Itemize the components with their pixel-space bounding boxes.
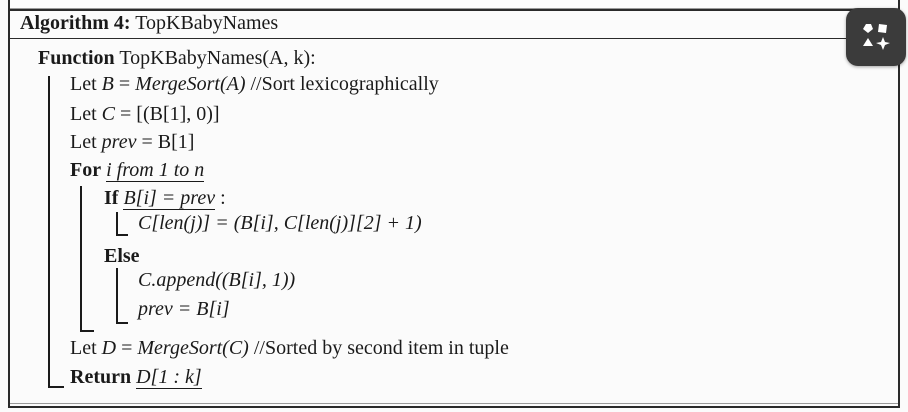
return-keyword: Return xyxy=(70,366,132,388)
function-keyword: Function xyxy=(38,47,115,69)
else-block-foot xyxy=(116,322,128,324)
let-d-line: Let D = MergeSort(C) //Sorted by second … xyxy=(70,336,509,360)
algorithm-title: Algorithm 4: TopKBabyNames xyxy=(20,12,278,35)
let-prev-line: Let prev = B[1] xyxy=(70,130,194,154)
let-keyword: Let xyxy=(70,131,97,153)
if-colon: : xyxy=(215,187,226,209)
shapes-action-button[interactable] xyxy=(846,8,906,66)
let-keyword: Let xyxy=(70,103,97,125)
function-block-bar xyxy=(48,76,50,388)
prev-assign-line: prev = B[i] xyxy=(138,298,230,320)
if-line: If B[i] = prev : xyxy=(104,186,226,210)
let-c-line: Let C = [(B[1], 0)] xyxy=(70,102,220,126)
prev-init: = B[1] xyxy=(136,131,195,153)
algorithm-frame xyxy=(8,8,900,404)
let-b-line: Let B = MergeSort(A) //Sort lexicographi… xyxy=(70,72,439,96)
algorithm-name: TopKBabyNames xyxy=(135,12,279,34)
var-b: B xyxy=(101,73,114,95)
function-signature: TopKBabyNames(A, k): xyxy=(119,47,316,69)
mergesort-c: MergeSort(C) xyxy=(137,337,249,359)
algorithm-label: Algorithm 4: xyxy=(20,12,131,34)
for-range: i from 1 to n xyxy=(106,159,205,182)
shapes-icon xyxy=(863,24,890,50)
if-block-foot xyxy=(116,234,128,236)
if-block-bar xyxy=(116,212,118,236)
c-init: = [(B[1], 0)] xyxy=(115,103,220,125)
var-c: C xyxy=(101,103,115,125)
mergesort-a: MergeSort(A) xyxy=(135,73,246,95)
var-d: D xyxy=(101,337,117,359)
sorted-comment: //Sorted by second item in tuple xyxy=(248,337,509,359)
sort-comment: //Sort lexicographically xyxy=(245,73,439,95)
for-line: For i from 1 to n xyxy=(70,158,205,182)
algorithm-box xyxy=(8,0,900,408)
assign-line: C[len(j)] = (B[i], C[len(j)][2] + 1) xyxy=(138,212,422,234)
equals: = xyxy=(113,73,136,95)
let-keyword: Let xyxy=(70,337,97,359)
let-keyword: Let xyxy=(70,73,97,95)
else-block-bar xyxy=(116,268,118,324)
var-prev: prev xyxy=(101,131,137,153)
else-keyword: Else xyxy=(104,245,140,267)
for-block-foot xyxy=(80,330,94,332)
equals: = xyxy=(116,337,138,359)
function-line: Function TopKBabyNames(A, k): xyxy=(38,46,316,70)
return-line: Return D[1 : k] xyxy=(70,365,202,389)
for-block-bar xyxy=(80,186,82,332)
function-block-foot xyxy=(48,386,64,388)
for-keyword: For xyxy=(70,159,102,181)
if-condition: B[i] = prev xyxy=(123,187,216,210)
return-value: D[1 : k] xyxy=(136,366,202,389)
if-keyword: If xyxy=(104,187,119,209)
append-line: C.append((B[i], 1)) xyxy=(138,269,296,291)
